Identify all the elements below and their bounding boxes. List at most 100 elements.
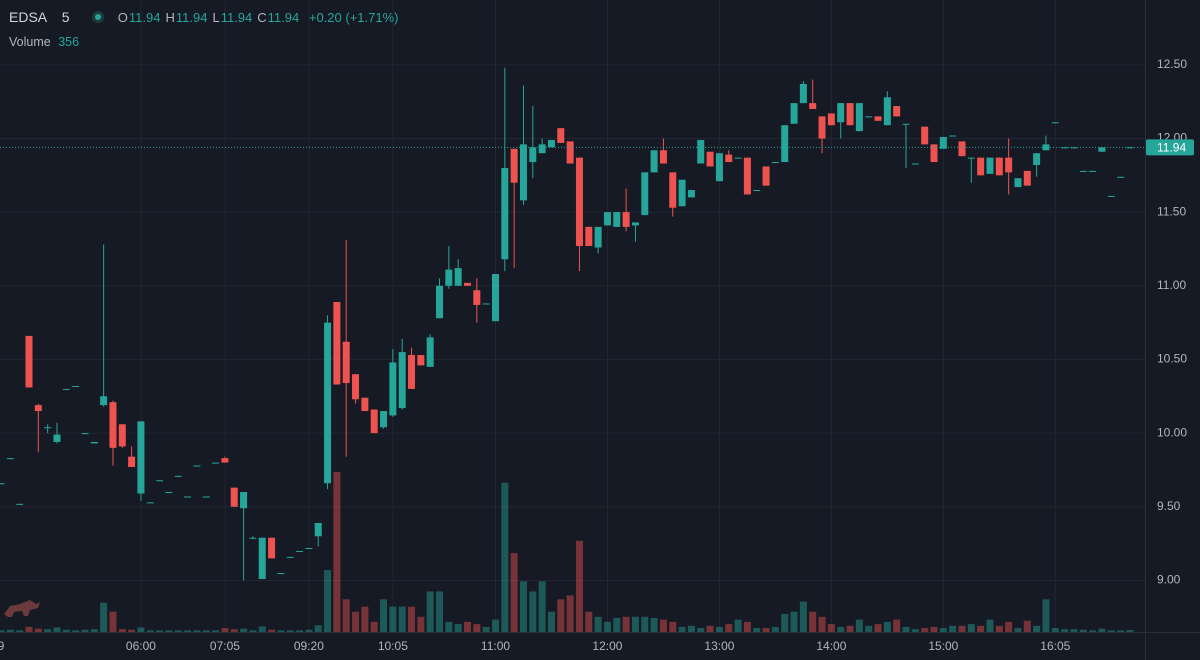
candle-body [174,475,182,477]
volume-bar [977,625,985,632]
volume-bar [25,626,33,632]
volume-bar [930,626,938,632]
candle-body [753,190,761,192]
candle-body [921,126,929,145]
volume-bar [0,630,5,632]
candle-body [90,441,98,444]
volume-bar [436,591,444,632]
candle-body [837,103,845,123]
candle-body [389,362,397,416]
candle-body [482,303,490,305]
status-dot [92,11,105,23]
candle-body [902,123,910,125]
y-tick-label: 10.50 [1157,352,1187,366]
volume-bar [743,621,751,632]
ohlc-value: 11.94 [220,10,253,25]
candle-body [118,424,126,447]
volume-bar [417,616,425,632]
ohlc-key: H [165,10,175,25]
volume-bar [118,629,126,632]
candle-body [715,153,723,182]
volume-bar [818,616,826,632]
candle-body [977,157,985,176]
volume-bar [893,619,901,632]
y-tick-label: 10.00 [1157,425,1187,439]
bull-icon [4,600,40,617]
candle-body [249,537,257,539]
candle-body [286,556,294,558]
volume-bar [482,626,490,632]
volume-bar [174,630,182,632]
volume-bar [53,627,61,632]
candle-body [743,157,751,195]
volume-bar [650,617,658,632]
candle-body [72,385,80,387]
volume-bar [1014,628,1022,632]
candle-body [1005,157,1013,173]
candle-body [398,352,406,409]
volume-bar [277,630,285,632]
candle-body [370,409,378,434]
candle-body [557,128,565,143]
volume-bar [314,625,322,632]
candle-body [603,212,611,226]
candle-body [659,150,667,164]
candles [0,67,1134,581]
volume-label: Volume [9,35,51,49]
volume-bar [939,628,947,632]
candle-body [268,537,276,559]
candle-body [62,388,70,390]
candle-body [519,144,527,201]
ohlc-value: 11.94 [128,10,161,25]
candle-body [165,492,173,494]
volume-bar [594,616,602,632]
candle-body [687,190,695,198]
candle-body [1014,178,1022,188]
candle-body [1107,195,1115,197]
volume-bar [44,629,52,632]
candle-body [874,116,882,121]
volume-bar [949,625,957,632]
volume-bar [342,599,350,632]
volume-bar [268,629,276,632]
candle-body [883,97,891,126]
candle-body [1089,170,1097,172]
y-tick-label: 11.00 [1157,278,1186,292]
volume-bar [426,591,434,632]
candle-body [1098,147,1106,152]
volume-bar [156,630,164,632]
candle-body [314,522,322,537]
volume-bar [333,472,341,632]
volume-bar [184,630,192,632]
volume-bar [790,611,798,632]
volume-bar [734,619,742,632]
interval[interactable]: 5 [61,9,70,25]
candle-body [622,212,630,227]
candle-body [911,163,919,165]
candle-body [380,411,388,428]
volume-bar [603,621,611,632]
volume-bar [510,553,518,632]
volume-bar [501,482,509,632]
volume-bar [538,581,546,632]
volume-bar [781,613,789,632]
x-tick-label: 11:00 [481,639,510,653]
candle-body [594,226,602,248]
x-tick-label: 14:00 [816,639,846,653]
volume-bar [1070,629,1078,632]
volume-bar [81,629,89,632]
volume-bar [902,626,910,632]
x-tick-label: 15:00 [928,639,958,653]
volume-bar [16,630,24,632]
candle-body [0,483,5,485]
candle-body [706,151,714,167]
volume-bar [855,619,863,632]
x-tick-label: 13:00 [704,639,734,653]
volume-bar [370,621,378,632]
candle-body [202,496,210,498]
candle-body [893,106,901,117]
x-tick-label: 10:05 [378,639,408,653]
candle-body [678,179,686,207]
